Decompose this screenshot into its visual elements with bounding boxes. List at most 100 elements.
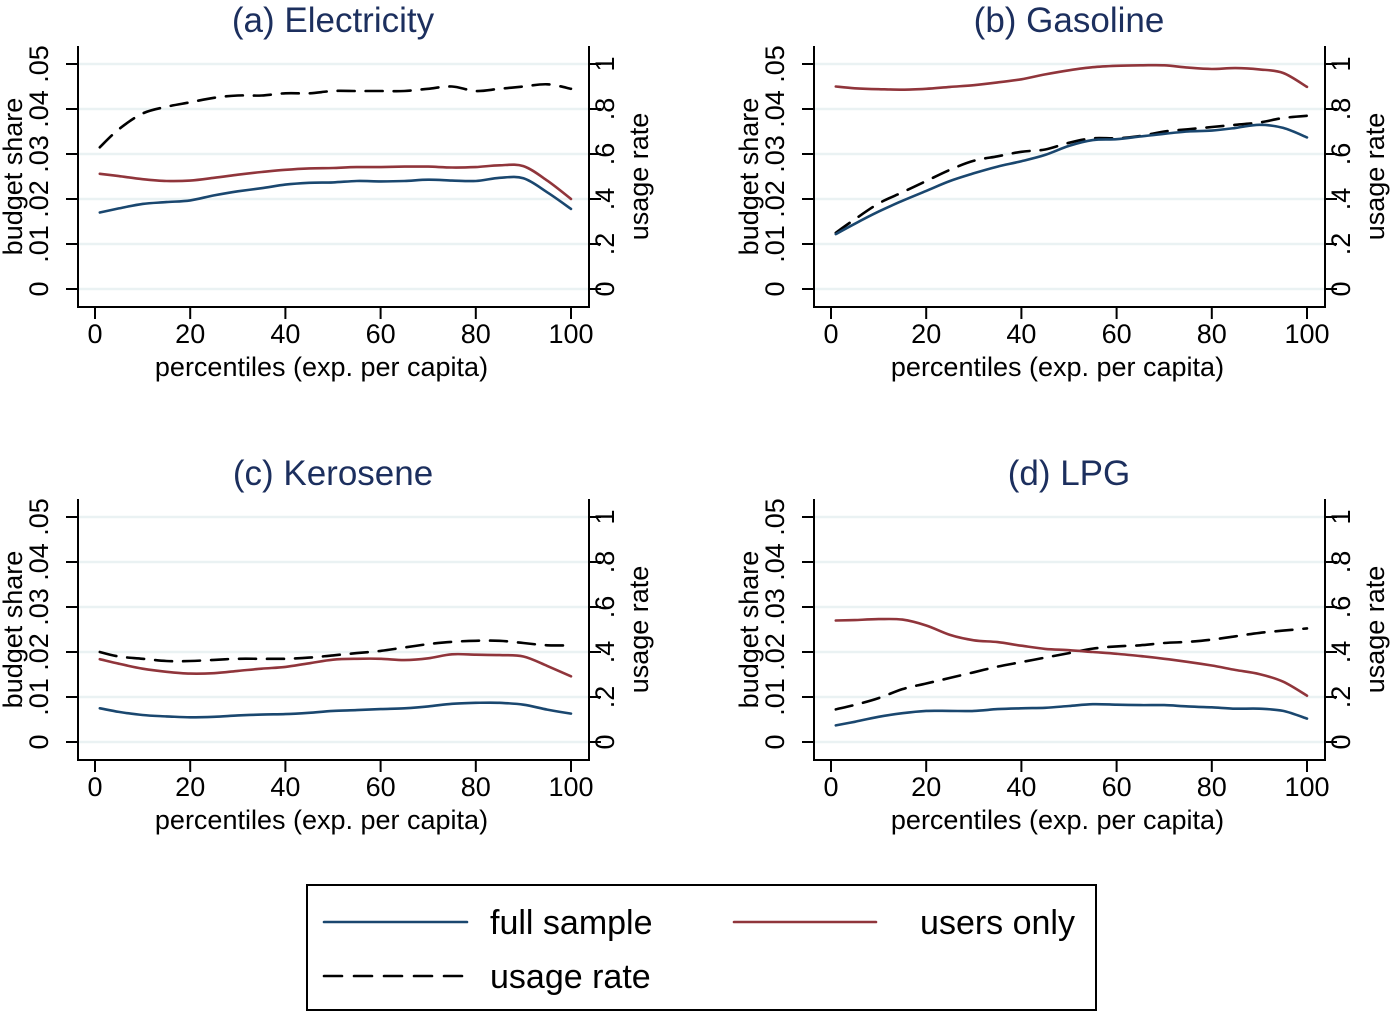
y-tick-label-right: .2: [1326, 686, 1356, 709]
y-tick-label-right: 0: [1326, 734, 1356, 749]
legend-box: [306, 884, 1097, 1011]
panel-title: (a) Electricity: [232, 1, 435, 40]
y-tick-label-right: .2: [590, 686, 620, 709]
x-tick-label: 40: [270, 319, 300, 349]
series-line-users-only: [834, 63, 1309, 91]
panel-c-kerosene: (c) Kerosene 0 .01 .02 .03 .04 .05 0 .2 .4 .6 .8 1 0 2…: [0, 454, 654, 835]
y-axis-title-right: usage rate: [1360, 566, 1390, 694]
x-tick-label: 20: [175, 772, 205, 802]
y-tick-label-left: .05: [760, 498, 790, 536]
y-tick-label-left: .05: [760, 45, 790, 83]
series-line-usage-rate: [834, 627, 1309, 711]
x-tick-label: 60: [1102, 772, 1132, 802]
x-tick-label: 0: [87, 772, 102, 802]
x-tick-label: 80: [461, 319, 491, 349]
y-tick-label-left: .04: [24, 90, 54, 128]
y-tick-label-right: 0: [1326, 281, 1356, 296]
series-line-full-sample: [834, 123, 1309, 236]
y-tick-label-left: .03: [24, 588, 54, 626]
panel-title: (b) Gasoline: [974, 1, 1165, 40]
y-tick-label-left: .02: [760, 180, 790, 218]
y-tick-label-right: 0: [590, 281, 620, 296]
y-tick-label-left: .01: [760, 225, 790, 263]
x-tick-label: 0: [823, 319, 838, 349]
x-tick-label: 20: [911, 319, 941, 349]
y-tick-label-left: .01: [760, 678, 790, 716]
x-axis-title: percentiles (exp. per capita): [891, 805, 1224, 835]
y-tick-label-right: 1: [1326, 509, 1356, 524]
panel-title: (c) Kerosene: [233, 454, 433, 493]
x-tick-label: 80: [1197, 319, 1227, 349]
y-axis-title-right: usage rate: [624, 566, 654, 694]
y-tick-label-right: .8: [590, 98, 620, 121]
x-tick-label: 40: [1006, 772, 1036, 802]
y-tick-label-right: .2: [590, 233, 620, 256]
y-axis-title-right: usage rate: [624, 113, 654, 241]
panel-d-lpg: (d) LPG 0 .01 .02 .03 .04 .05 0 .2 .4 .6 .8 1 0 20 40 60…: [734, 454, 1390, 835]
y-tick-label-left: .05: [24, 498, 54, 536]
panel-title: (d) LPG: [1008, 454, 1131, 493]
x-tick-label: 100: [548, 319, 593, 349]
y-tick-label-right: 1: [1326, 56, 1356, 71]
panel-b-gasoline: (b) Gasoline 0 .01 .02 .03 .04 .05 0 .2 .4 .6 .8 1 0 2…: [734, 1, 1390, 382]
y-tick-label-right: 1: [590, 509, 620, 524]
x-tick-label: 80: [461, 772, 491, 802]
y-tick-label-left: 0: [24, 734, 54, 749]
y-tick-label-left: .05: [24, 45, 54, 83]
y-tick-label-right: .8: [1326, 98, 1356, 121]
y-tick-label-right: .6: [590, 143, 620, 166]
legend: full sample users only usage rate: [306, 884, 1097, 1011]
y-tick-label-right: 1: [590, 56, 620, 71]
y-tick-label-left: .03: [24, 135, 54, 173]
y-tick-label-left: .03: [760, 588, 790, 626]
x-axis-title: percentiles (exp. per capita): [891, 352, 1224, 382]
y-axis-title-left: budget share: [0, 98, 28, 256]
series-line-users-only: [98, 163, 573, 201]
y-tick-label-left: .02: [760, 633, 790, 671]
y-tick-label-right: .6: [1326, 143, 1356, 166]
x-tick-label: 100: [1284, 772, 1329, 802]
x-tick-label: 60: [366, 319, 396, 349]
legend-label-usage-rate: usage rate: [490, 958, 651, 996]
y-tick-label-left: 0: [760, 281, 790, 296]
y-tick-label-left: .01: [24, 678, 54, 716]
y-tick-label-right: .6: [590, 596, 620, 619]
y-tick-label-left: .04: [24, 543, 54, 581]
x-axis-title: percentiles (exp. per capita): [155, 352, 488, 382]
x-tick-label: 0: [87, 319, 102, 349]
y-tick-label-right: .4: [590, 188, 620, 211]
x-tick-label: 20: [911, 772, 941, 802]
x-tick-label: 40: [1006, 319, 1036, 349]
y-tick-label-left: .04: [760, 543, 790, 581]
y-tick-label-right: .4: [1326, 188, 1356, 211]
y-tick-label-left: 0: [24, 281, 54, 296]
y-tick-label-right: .8: [590, 551, 620, 574]
series-line-full-sample: [834, 702, 1309, 727]
series-line-usage-rate: [98, 82, 573, 149]
y-axis-title-left: budget share: [734, 551, 764, 709]
y-tick-label-right: .8: [1326, 551, 1356, 574]
y-axis-title-left: budget share: [0, 551, 28, 709]
y-tick-label-left: 0: [760, 734, 790, 749]
y-axis-title-right: usage rate: [1360, 113, 1390, 241]
series-line-usage-rate: [98, 639, 573, 663]
legend-label-full-sample: full sample: [490, 904, 653, 942]
y-tick-label-left: .02: [24, 633, 54, 671]
series-line-usage-rate: [834, 114, 1309, 235]
series-line-users-only: [98, 652, 573, 678]
y-tick-label-right: .4: [1326, 641, 1356, 664]
x-tick-label: 60: [366, 772, 396, 802]
x-tick-label: 100: [1284, 319, 1329, 349]
y-tick-label-right: 0: [590, 734, 620, 749]
x-tick-label: 40: [270, 772, 300, 802]
series-line-full-sample: [98, 175, 573, 214]
y-tick-label-left: .03: [760, 135, 790, 173]
series-line-full-sample: [98, 701, 573, 719]
y-tick-label-left: .04: [760, 90, 790, 128]
y-tick-label-left: .01: [24, 225, 54, 263]
legend-label-users-only: users only: [920, 904, 1075, 942]
y-tick-label-right: .2: [1326, 233, 1356, 256]
x-tick-label: 100: [548, 772, 593, 802]
x-tick-label: 0: [823, 772, 838, 802]
